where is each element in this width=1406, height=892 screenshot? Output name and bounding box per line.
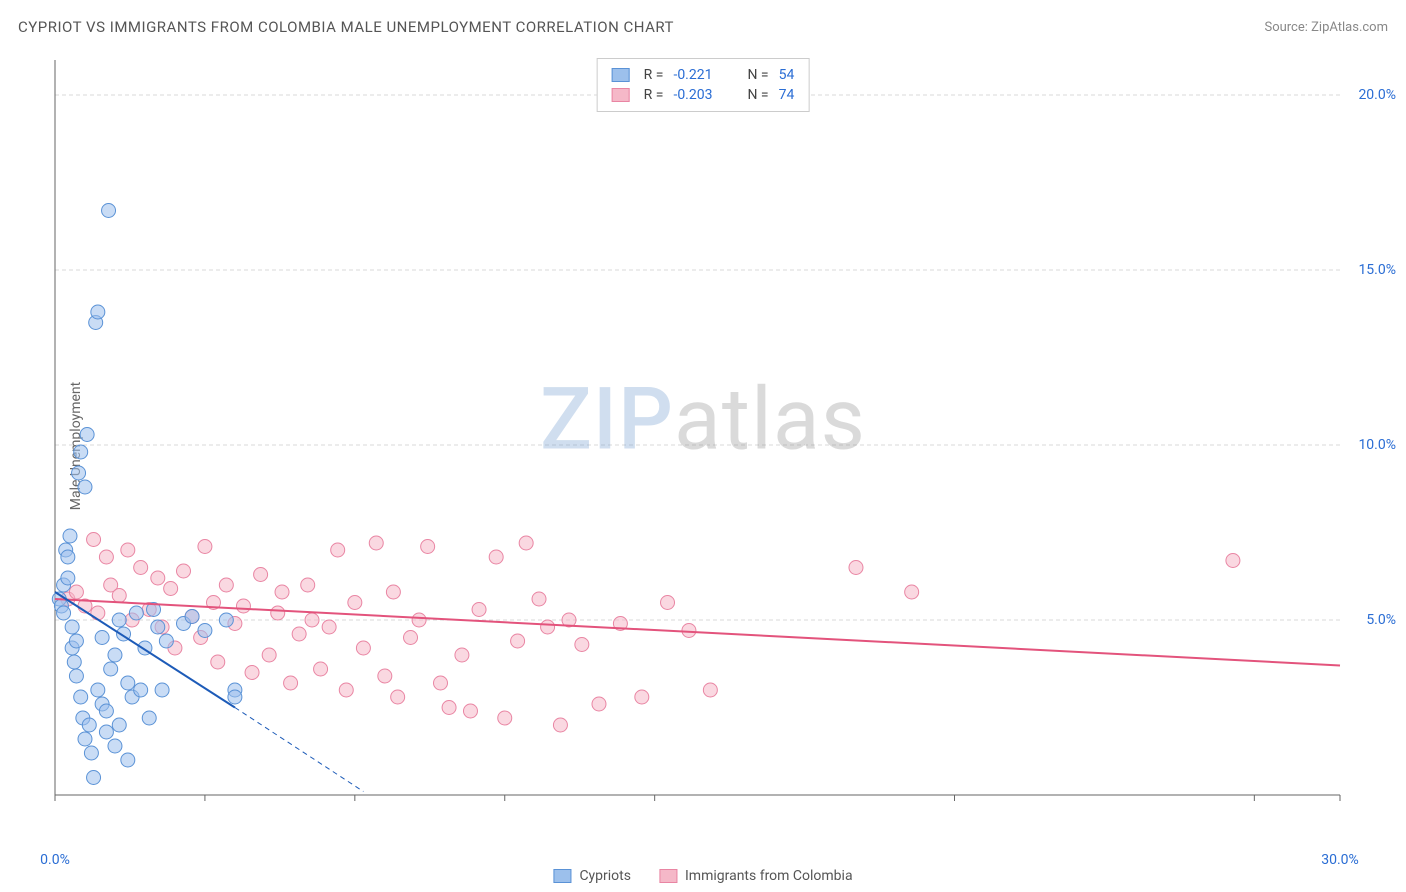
y-tick: 20.0%	[1358, 87, 1396, 103]
swatch-cypriots	[553, 869, 571, 883]
scatter-plot	[50, 55, 1370, 845]
x-tick: 0.0%	[40, 852, 70, 868]
swatch-colombia	[612, 88, 630, 102]
n-value-colombia: 74	[779, 87, 795, 103]
legend-item-cypriots: Cypriots	[553, 868, 631, 884]
r-value-colombia: -0.203	[673, 87, 729, 103]
correlation-legend: R = -0.221 N = 54 R = -0.203 N = 74	[597, 58, 810, 112]
swatch-cypriots	[612, 68, 630, 82]
y-tick: 5.0%	[1366, 612, 1396, 628]
r-value-cypriots: -0.221	[673, 67, 729, 83]
legend-row-colombia: R = -0.203 N = 74	[612, 85, 795, 105]
n-label: N =	[747, 67, 768, 83]
n-label: N =	[747, 87, 768, 103]
legend-label-colombia: Immigrants from Colombia	[685, 868, 853, 884]
chart-title: CYPRIOT VS IMMIGRANTS FROM COLOMBIA MALE…	[18, 18, 674, 36]
x-tick: 30.0%	[1321, 852, 1359, 868]
y-tick: 15.0%	[1358, 262, 1396, 278]
y-tick: 10.0%	[1358, 437, 1396, 453]
series-legend: Cypriots Immigrants from Colombia	[553, 868, 852, 884]
legend-label-cypriots: Cypriots	[579, 868, 631, 884]
n-value-cypriots: 54	[779, 67, 795, 83]
legend-row-cypriots: R = -0.221 N = 54	[612, 65, 795, 85]
source-label: Source: ZipAtlas.com	[1264, 20, 1388, 35]
swatch-colombia	[659, 869, 677, 883]
r-label: R =	[644, 87, 664, 103]
chart-area	[50, 55, 1370, 845]
legend-item-colombia: Immigrants from Colombia	[659, 868, 853, 884]
r-label: R =	[644, 67, 664, 83]
